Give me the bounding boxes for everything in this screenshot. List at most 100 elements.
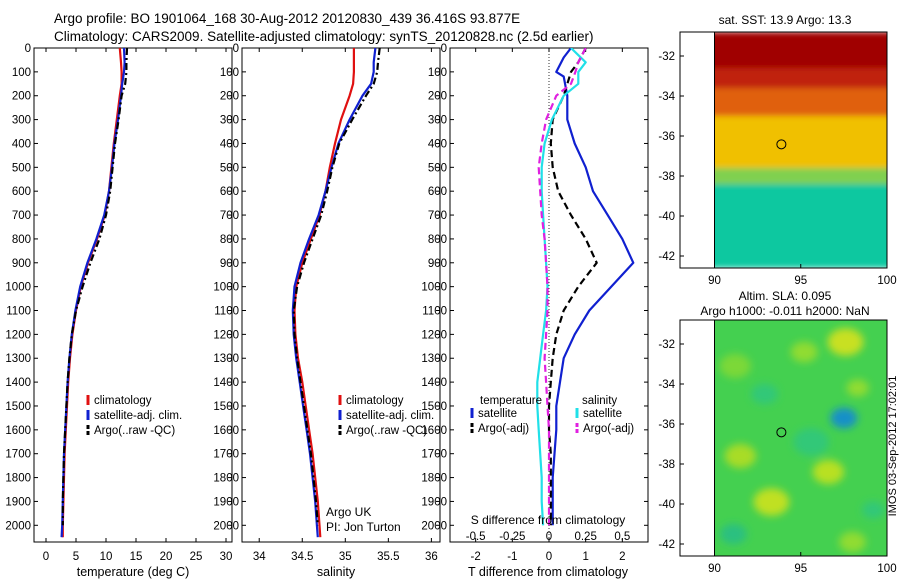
depth-tick-label: 1900 <box>213 496 239 508</box>
salinity-panel: 0 100 200 300 400 500 600 700 800 900 1000 1100 1200… <box>213 43 441 579</box>
depth-tick-label: 700 <box>428 210 447 222</box>
x-tick-label: 34.5 <box>291 551 313 563</box>
x-tick-label: 20 <box>160 551 173 563</box>
sla-map-panel: Altim. SLA: 0.095 Argo h1000: -0.011 h20… <box>658 289 896 575</box>
depth-tick-label: 1500 <box>5 401 31 413</box>
difference-t-ticks: -2 -1 0 1 2 <box>471 48 626 563</box>
lat-tick-label: -40 <box>658 211 675 223</box>
depth-tick-label: 900 <box>220 258 239 270</box>
sla-anomaly <box>846 379 869 397</box>
lon-tick-label: 90 <box>708 563 721 575</box>
depth-tick-label: 1600 <box>5 425 31 437</box>
lat-tick-label: -36 <box>658 131 675 143</box>
salinity-axes <box>241 47 441 543</box>
difference-series <box>536 48 635 526</box>
depth-tick-label: 600 <box>220 186 239 198</box>
depth-tick-label: 400 <box>12 138 31 150</box>
depth-tick-label: 300 <box>220 115 239 127</box>
s-tick-label: 0.25 <box>574 531 596 543</box>
sla-anomaly <box>751 383 778 405</box>
depth-tick-label: 1900 <box>5 496 31 508</box>
sst-band <box>704 68 887 88</box>
depth-tick-label: 1600 <box>213 425 239 437</box>
sst-field <box>680 32 887 268</box>
s-tick-label: 0.5 <box>614 531 630 543</box>
depth-tick-label: 1400 <box>421 377 447 389</box>
lat-tick-label: -42 <box>658 251 675 263</box>
depth-tick-label: 600 <box>12 186 31 198</box>
depth-tick-label: 1100 <box>6 306 31 318</box>
lat-tick-label: -36 <box>658 419 675 431</box>
sla-map-title-line2: Argo h1000: -0.011 h2000: NaN <box>700 304 869 318</box>
sla-anomaly <box>827 328 864 356</box>
legend-label: Argo(..raw -QC) <box>346 425 427 437</box>
lat-tick-label: -42 <box>658 539 675 551</box>
sla-blobs <box>719 328 885 553</box>
sst-map-frame <box>679 31 888 269</box>
lon-tick-label: 100 <box>877 563 896 575</box>
sst-band <box>704 168 887 184</box>
temperature-depth-ticks: 0 100 200 300 400 500 600 700 800 900 1000 1100 1200… <box>5 43 232 532</box>
depth-tick-label: 1300 <box>5 353 31 365</box>
s-tick-label: 0 <box>546 531 552 543</box>
x-tick-label: -2 <box>471 551 481 563</box>
depth-tick-label: 1500 <box>213 401 239 413</box>
lat-tick-label: -32 <box>658 339 675 351</box>
x-tick-label: 1 <box>582 551 588 563</box>
depth-tick-label: 2000 <box>213 520 239 532</box>
credit-line2: PI: Jon Turton <box>326 520 401 534</box>
lat-tick-label: -32 <box>658 51 675 63</box>
depth-tick-label: 1300 <box>421 353 447 365</box>
legend-label: climatology <box>94 395 152 407</box>
depth-tick-label: 200 <box>220 91 239 103</box>
series-line-salinity-satellite <box>536 48 587 526</box>
lat-tick-label: -34 <box>658 91 675 103</box>
sla-anomaly <box>861 501 885 519</box>
legend-label: Argo(-adj) <box>478 423 529 435</box>
legend-group-temperature: temperature <box>480 395 542 407</box>
sst-map-ticks: 90 95 100 -32 -34 -36 -38 -40 -42 <box>658 51 896 287</box>
x-tick-label: 25 <box>190 551 203 563</box>
depth-tick-label: 0 <box>25 43 31 55</box>
depth-tick-label: 700 <box>12 210 31 222</box>
depth-tick-label: 1300 <box>213 353 239 365</box>
depth-tick-label: 100 <box>220 67 239 79</box>
depth-tick-label: 1400 <box>5 377 31 389</box>
salinity-depth-ticks: 0 100 200 300 400 500 600 700 800 900 1000 1100 1200… <box>213 43 440 532</box>
lon-tick-label: 95 <box>794 563 807 575</box>
depth-tick-label: 300 <box>12 115 31 127</box>
sst-band <box>704 88 887 116</box>
sla-field <box>680 320 887 556</box>
depth-tick-label: 1000 <box>421 282 447 294</box>
t-difference-label: T difference from climatology <box>468 565 629 579</box>
difference-depth-ticks: 0 100 200 300 400 500 600 700 800 900 1000 1100 1200… <box>421 43 648 532</box>
depth-tick-label: 500 <box>220 162 239 174</box>
depth-tick-label: 1800 <box>421 473 447 485</box>
series-line-climatology <box>293 48 355 538</box>
depth-tick-label: 500 <box>428 162 447 174</box>
series-line-argo-raw-qc- <box>292 48 381 526</box>
imos-timestamp: IMOS 03-Sep-2012 17:02:01 <box>887 376 899 517</box>
depth-tick-label: 400 <box>428 138 447 150</box>
salinity-axis-label: salinity <box>317 565 356 579</box>
sla-anomaly <box>719 353 751 379</box>
difference-s-ticks: -0.5 -0.25 0 0.25 0.5 <box>466 531 631 543</box>
depth-tick-label: 1200 <box>421 329 447 341</box>
salinity-x-ticks: 34 34.5 35 35.5 36 <box>253 48 438 563</box>
legend-label: satellite-adj. clim. <box>346 410 434 422</box>
figure-title-line1: Argo profile: BO 1901064_168 30-Aug-2012… <box>54 11 520 26</box>
x-tick-label: 30 <box>220 551 233 563</box>
depth-tick-label: 1700 <box>421 449 447 461</box>
lat-tick-label: -34 <box>658 379 675 391</box>
depth-tick-label: 300 <box>428 115 447 127</box>
x-tick-label: 5 <box>73 551 79 563</box>
depth-tick-label: 1800 <box>213 473 239 485</box>
sst-band <box>704 32 887 68</box>
sla-anomaly <box>790 341 818 363</box>
temperature-panel: 0100200300400500600700800900100011001200… <box>5 43 233 579</box>
x-tick-label: 15 <box>130 551 143 563</box>
depth-tick-label: 1100 <box>214 306 239 318</box>
depth-tick-label: 700 <box>220 210 239 222</box>
x-tick-label: 2 <box>619 551 625 563</box>
